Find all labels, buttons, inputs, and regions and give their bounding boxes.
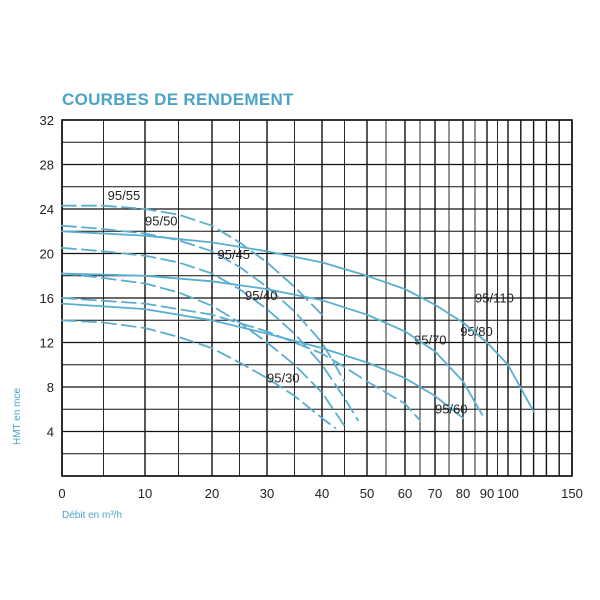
- y-tick-label: 20: [40, 247, 54, 262]
- y-tick-label: 12: [40, 336, 54, 351]
- curves: 95/55 95/50 95/45 95/40 95/30 95/70 95/60 95/80…: [61, 188, 535, 430]
- x-tick-label: 80: [456, 486, 470, 501]
- curve-label: 95/70: [414, 333, 447, 348]
- y-tick-label: 16: [40, 291, 54, 306]
- y-tick-label: 4: [47, 425, 54, 440]
- curve-95-30: [61, 319, 337, 430]
- curve-label: 95/40: [245, 288, 278, 303]
- curve-label: 95/45: [218, 247, 251, 262]
- x-tick-label: 50: [360, 486, 374, 501]
- chart-title: COURBES DE RENDEMENT: [62, 90, 294, 109]
- tick-labels: 0 10 20 30 40 50 60 70 80 90 100 150 4 8 12 16 20 24 28 32: [40, 113, 583, 501]
- x-tick-label: 150: [561, 486, 583, 501]
- x-tick-label: 100: [497, 486, 519, 501]
- curve-label: 95/50: [145, 214, 178, 229]
- x-tick-label: 90: [480, 486, 494, 501]
- curve-95-40: [61, 272, 346, 427]
- x-tick-label: 30: [260, 486, 274, 501]
- curve-label: 95/110: [475, 290, 514, 305]
- curve-95-70: [61, 297, 421, 422]
- curve-95-80: [61, 272, 484, 416]
- curve-95-45: [61, 247, 359, 422]
- x-tick-label: 20: [205, 486, 219, 501]
- curve-label: 95/55: [108, 188, 141, 203]
- curve-95-60: [61, 302, 464, 419]
- y-tick-label: 24: [40, 202, 54, 217]
- y-tick-label: 8: [47, 380, 54, 395]
- y-tick-label: 32: [40, 113, 54, 128]
- x-axis-label: Débit en m³/h: [62, 510, 123, 521]
- curve-label: 95/60: [435, 402, 468, 417]
- curve-95-50: [61, 224, 346, 383]
- y-tick-label: 28: [40, 158, 54, 173]
- curve-95-110: [61, 230, 535, 413]
- x-tick-label: 10: [138, 486, 152, 501]
- curve-label: 95/80: [460, 324, 493, 339]
- x-tick-label: 60: [398, 486, 412, 501]
- x-tick-label: 0: [58, 486, 65, 501]
- x-tick-label: 70: [428, 486, 442, 501]
- curve-95-55: [61, 204, 323, 316]
- x-tick-label: 40: [315, 486, 329, 501]
- curve-label: 95/30: [267, 371, 300, 386]
